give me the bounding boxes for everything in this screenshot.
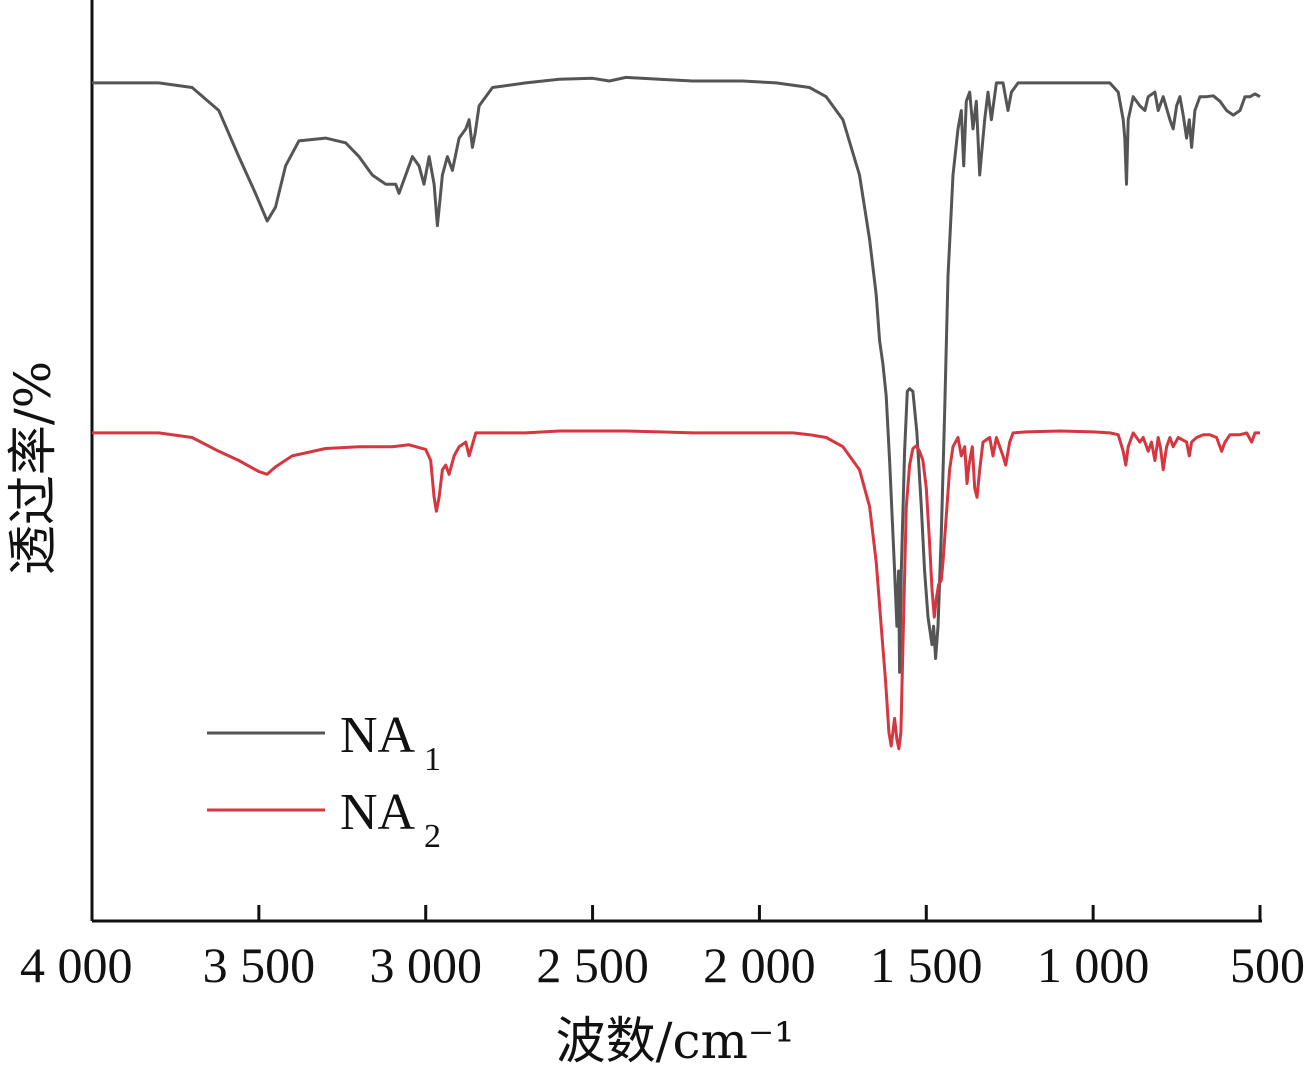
- x-tick-label-2500: 2 500: [536, 937, 649, 993]
- x-tick-label-4000: 4 000: [20, 937, 133, 993]
- x-tick-label-3500: 3 500: [203, 937, 316, 993]
- series-line-na1: [92, 75, 1261, 674]
- x-tick-label-1500: 1 500: [870, 937, 983, 993]
- x-tick-label-2000: 2 000: [703, 937, 816, 993]
- x-tick-label-3000: 3 000: [369, 937, 482, 993]
- legend-label-na2: NA: [340, 784, 416, 841]
- y-axis-title: 透过率/%: [4, 361, 62, 575]
- legend-subscript-na2: 2: [424, 818, 441, 855]
- series-layer: [92, 75, 1261, 751]
- x-tick-label-500: 500: [1230, 937, 1305, 993]
- x-tick-label-1000: 1 000: [1037, 937, 1150, 993]
- x-axis-title: 波数/cm⁻¹: [556, 1012, 795, 1068]
- legend-subscript-na1: 1: [424, 741, 441, 778]
- legend: NA 1NA 2: [207, 707, 441, 855]
- axes: [90, 0, 1262, 923]
- x-tick-labels: 4 000 3 500 3 000 2 500 2 000 1 500 1 000 500: [20, 937, 1305, 993]
- legend-label-na1: NA: [340, 707, 416, 764]
- x-ticks: [90, 905, 1262, 921]
- series-line-na2: [92, 429, 1260, 751]
